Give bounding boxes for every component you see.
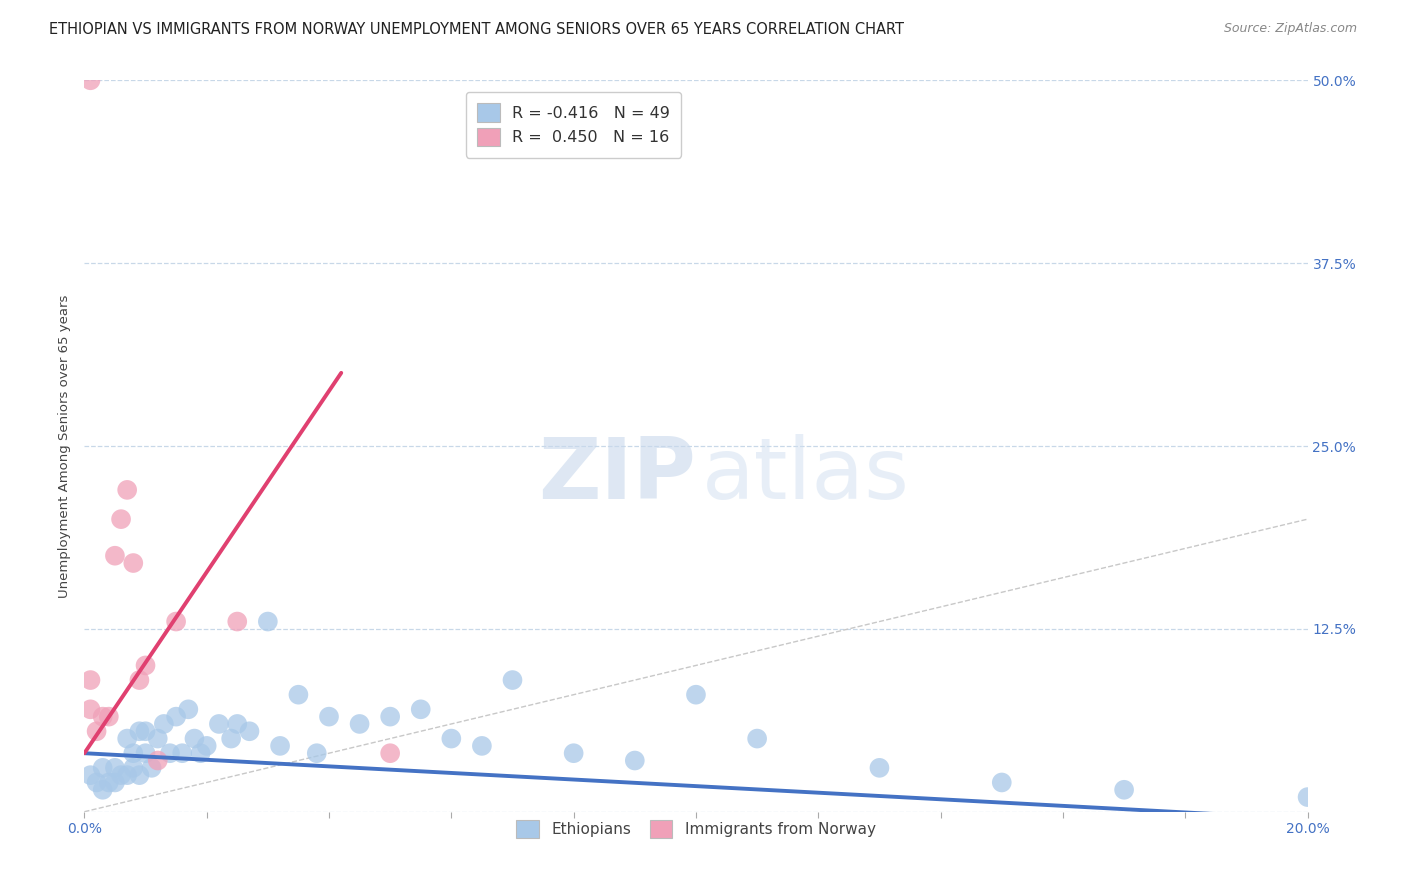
Point [219,731,242,746]
Point [562,746,585,760]
Text: Source: ZipAtlas.com: Source: ZipAtlas.com [1223,22,1357,36]
Point [226,717,249,731]
Point [115,731,138,746]
Point [190,746,212,760]
Legend: Ethiopians, Immigrants from Norway: Ethiopians, Immigrants from Norway [510,814,882,845]
Point [110,768,132,782]
Point [122,746,145,760]
Point [104,549,127,563]
Point [440,731,463,746]
Point [195,739,218,753]
Point [287,688,309,702]
Point [135,746,157,760]
Point [502,673,524,687]
Point [269,739,291,753]
Point [409,702,432,716]
Point [141,761,163,775]
Point [1114,782,1136,797]
Point [257,615,280,629]
Point [122,556,145,570]
Point [747,731,769,746]
Point [86,775,108,789]
Point [1296,790,1319,805]
Point [305,746,328,760]
Point [146,754,169,768]
Point [165,709,187,723]
Point [135,658,157,673]
Point [991,775,1014,789]
Point [869,761,891,775]
Point [91,709,114,723]
Point [172,746,194,760]
Point [122,761,145,775]
Point [380,746,402,760]
Point [128,673,150,687]
Point [79,768,101,782]
Point [128,724,150,739]
Point [208,717,231,731]
Point [159,746,181,760]
Point [349,717,371,731]
Text: atlas: atlas [702,434,910,516]
Point [110,512,132,526]
Point [318,709,340,723]
Point [380,709,402,723]
Point [91,782,114,797]
Point [685,688,707,702]
Point [624,754,647,768]
Point [153,717,176,731]
Point [97,709,120,723]
Text: ZIP: ZIP [538,434,696,516]
Y-axis label: Unemployment Among Seniors over 65 years: Unemployment Among Seniors over 65 years [58,294,72,598]
Point [135,724,157,739]
Point [177,702,200,716]
Point [79,73,101,87]
Point [115,768,138,782]
Point [226,615,249,629]
Point [128,768,150,782]
Point [79,673,101,687]
Point [91,761,114,775]
Point [115,483,138,497]
Point [104,775,127,789]
Point [86,724,108,739]
Point [183,731,205,746]
Point [238,724,260,739]
Point [146,731,169,746]
Point [104,761,127,775]
Text: ETHIOPIAN VS IMMIGRANTS FROM NORWAY UNEMPLOYMENT AMONG SENIORS OVER 65 YEARS COR: ETHIOPIAN VS IMMIGRANTS FROM NORWAY UNEM… [49,22,904,37]
Point [471,739,494,753]
Point [79,702,101,716]
Point [165,615,187,629]
Point [97,775,120,789]
